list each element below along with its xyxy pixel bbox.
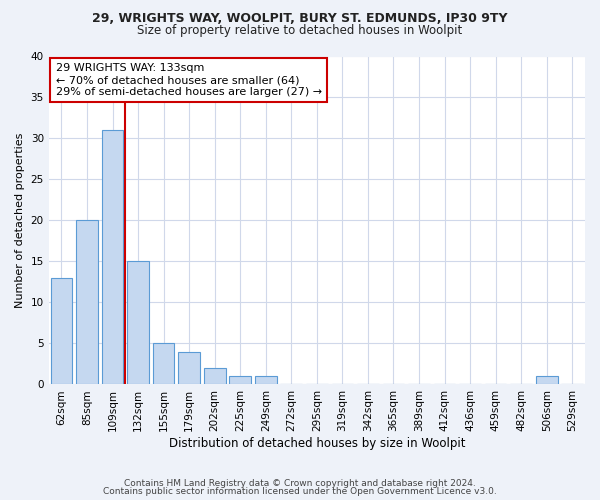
- Bar: [229, 376, 251, 384]
- Bar: [153, 344, 175, 384]
- Bar: [127, 262, 149, 384]
- Y-axis label: Number of detached properties: Number of detached properties: [15, 133, 25, 308]
- Text: 29, WRIGHTS WAY, WOOLPIT, BURY ST. EDMUNDS, IP30 9TY: 29, WRIGHTS WAY, WOOLPIT, BURY ST. EDMUN…: [92, 12, 508, 26]
- Bar: [204, 368, 226, 384]
- Bar: [101, 130, 124, 384]
- Bar: [76, 220, 98, 384]
- Text: Contains HM Land Registry data © Crown copyright and database right 2024.: Contains HM Land Registry data © Crown c…: [124, 478, 476, 488]
- Text: Contains public sector information licensed under the Open Government Licence v3: Contains public sector information licen…: [103, 487, 497, 496]
- Bar: [178, 352, 200, 384]
- Bar: [50, 278, 72, 384]
- Bar: [255, 376, 277, 384]
- Text: Size of property relative to detached houses in Woolpit: Size of property relative to detached ho…: [137, 24, 463, 37]
- Text: 29 WRIGHTS WAY: 133sqm
← 70% of detached houses are smaller (64)
29% of semi-det: 29 WRIGHTS WAY: 133sqm ← 70% of detached…: [56, 64, 322, 96]
- X-axis label: Distribution of detached houses by size in Woolpit: Distribution of detached houses by size …: [169, 437, 465, 450]
- Bar: [536, 376, 557, 384]
